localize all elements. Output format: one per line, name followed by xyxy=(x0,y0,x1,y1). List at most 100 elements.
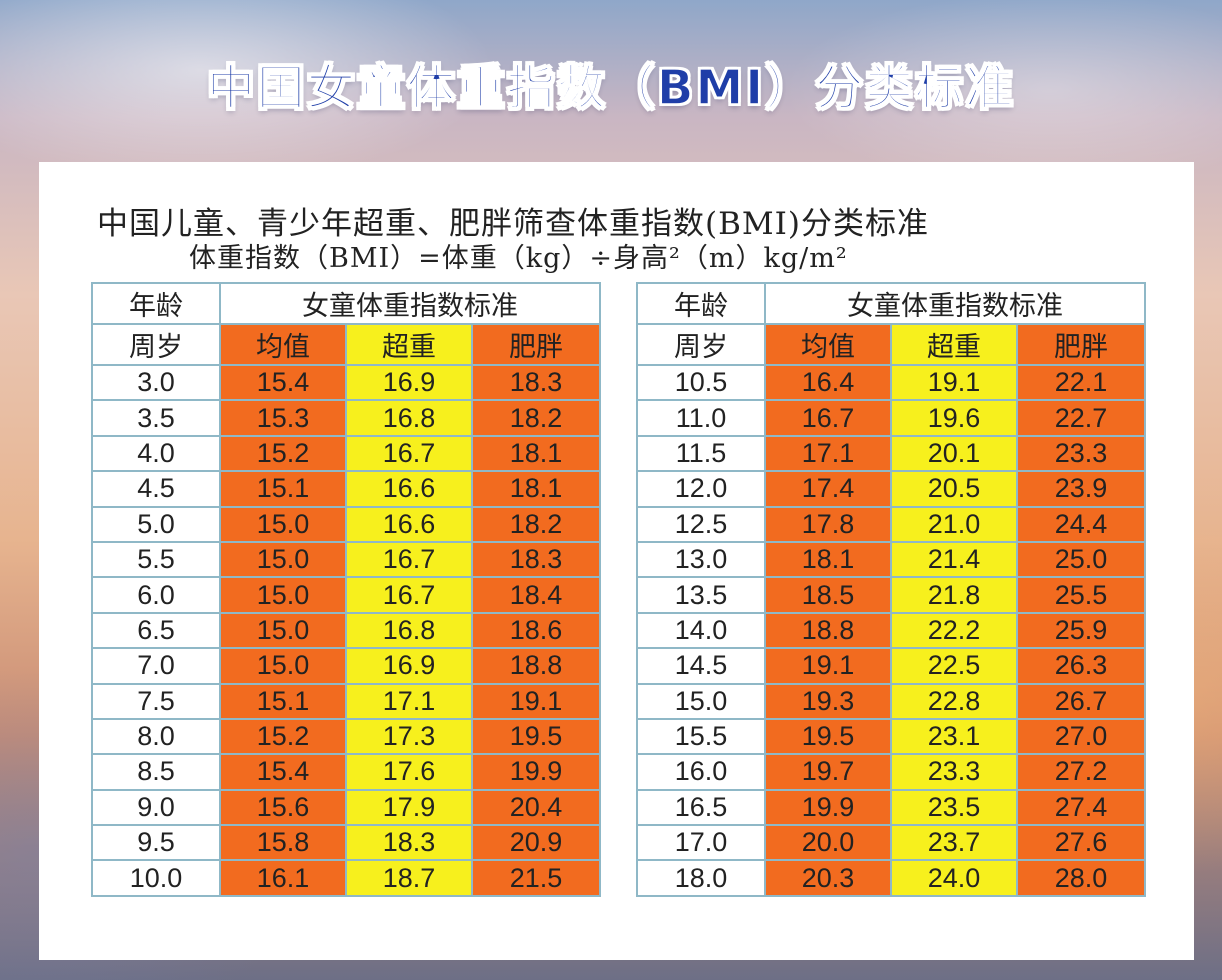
avg-cell: 19.7 xyxy=(764,753,892,791)
avg-cell: 15.4 xyxy=(219,363,347,402)
over-cell: 16.9 xyxy=(345,647,473,685)
age-cell: 11.0 xyxy=(636,399,766,437)
table-row: 11.0 16.7 19.6 22.7 xyxy=(636,399,1146,437)
table-row: 10.0 16.1 18.7 21.5 xyxy=(91,859,601,897)
obese-cell: 23.3 xyxy=(1016,434,1146,473)
obese-header: 肥胖 xyxy=(1016,323,1146,366)
obese-cell: 25.5 xyxy=(1016,576,1146,614)
obese-cell: 26.3 xyxy=(1016,647,1146,685)
obese-cell: 18.1 xyxy=(471,434,601,473)
over-cell: 20.1 xyxy=(890,434,1018,473)
avg-cell: 17.1 xyxy=(764,434,892,473)
table-row: 13.5 18.5 21.8 25.5 xyxy=(636,576,1146,614)
over-cell: 16.7 xyxy=(345,576,473,614)
table-row: 3.5 15.3 16.8 18.2 xyxy=(91,399,601,437)
avg-cell: 18.5 xyxy=(764,576,892,614)
standard-header: 女童体重指数标准 xyxy=(219,282,601,325)
over-cell: 22.2 xyxy=(890,611,1018,650)
over-header: 超重 xyxy=(345,323,473,366)
avg-cell: 16.7 xyxy=(764,399,892,437)
avg-cell: 19.9 xyxy=(764,788,892,827)
obese-cell: 23.9 xyxy=(1016,470,1146,508)
avg-cell: 18.1 xyxy=(764,540,892,579)
age-header: 年龄 xyxy=(636,282,766,325)
avg-cell: 15.6 xyxy=(219,788,347,827)
header-row-bottom: 周岁 均值 超重 肥胖 xyxy=(91,323,601,366)
table-row: 11.5 17.1 20.1 23.3 xyxy=(636,434,1146,473)
over-cell: 20.5 xyxy=(890,470,1018,508)
table-row: 14.5 19.1 22.5 26.3 xyxy=(636,647,1146,685)
bmi-table-left: 年龄 女童体重指数标准 周岁 均值 超重 肥胖 3.0 15.4 16.9 18.3 3… xyxy=(91,282,601,897)
table-row: 5.0 15.0 16.6 18.2 xyxy=(91,505,601,543)
over-cell: 23.3 xyxy=(890,753,1018,791)
obese-cell: 22.7 xyxy=(1016,399,1146,437)
over-cell: 16.9 xyxy=(345,363,473,402)
table-row: 12.0 17.4 20.5 23.9 xyxy=(636,470,1146,508)
document-card: 中国儿童、青少年超重、肥胖筛查体重指数(BMI)分类标准 体重指数（BMI）=体… xyxy=(39,162,1194,960)
table-row: 13.0 18.1 21.4 25.0 xyxy=(636,540,1146,579)
age-cell: 6.5 xyxy=(91,611,221,650)
avg-cell: 20.3 xyxy=(764,859,892,897)
age-cell: 6.0 xyxy=(91,576,221,614)
obese-cell: 19.1 xyxy=(471,682,601,720)
table-row: 9.5 15.8 18.3 20.9 xyxy=(91,824,601,862)
age-cell: 7.0 xyxy=(91,647,221,685)
age-cell: 10.5 xyxy=(636,363,766,402)
obese-cell: 25.0 xyxy=(1016,540,1146,579)
over-cell: 19.1 xyxy=(890,363,1018,402)
avg-cell: 15.3 xyxy=(219,399,347,437)
age-cell: 11.5 xyxy=(636,434,766,473)
age-cell: 4.0 xyxy=(91,434,221,473)
obese-cell: 18.3 xyxy=(471,540,601,579)
table-row: 4.0 15.2 16.7 18.1 xyxy=(91,434,601,473)
avg-cell: 15.8 xyxy=(219,824,347,862)
age-cell: 10.0 xyxy=(91,859,221,897)
avg-cell: 15.1 xyxy=(219,682,347,720)
age-cell: 16.0 xyxy=(636,753,766,791)
age-cell: 8.5 xyxy=(91,753,221,791)
obese-cell: 18.1 xyxy=(471,470,601,508)
obese-cell: 28.0 xyxy=(1016,859,1146,897)
obese-cell: 27.6 xyxy=(1016,824,1146,862)
table-row: 4.5 15.1 16.6 18.1 xyxy=(91,470,601,508)
avg-cell: 15.2 xyxy=(219,717,347,756)
over-cell: 16.7 xyxy=(345,434,473,473)
obese-cell: 20.9 xyxy=(471,824,601,862)
over-cell: 23.7 xyxy=(890,824,1018,862)
over-cell: 17.9 xyxy=(345,788,473,827)
over-cell: 21.0 xyxy=(890,505,1018,543)
avg-cell: 17.4 xyxy=(764,470,892,508)
header-row-bottom: 周岁 均值 超重 肥胖 xyxy=(636,323,1146,366)
over-cell: 22.5 xyxy=(890,647,1018,685)
over-cell: 16.8 xyxy=(345,611,473,650)
obese-cell: 18.2 xyxy=(471,399,601,437)
age-unit-header: 周岁 xyxy=(636,323,766,366)
bmi-formula: 体重指数（BMI）=体重（kg）÷身高²（m）kg/m² xyxy=(189,243,848,274)
table-row: 5.5 15.0 16.7 18.3 xyxy=(91,540,601,579)
avg-cell: 20.0 xyxy=(764,824,892,862)
avg-cell: 15.0 xyxy=(219,647,347,685)
table-row: 9.0 15.6 17.9 20.4 xyxy=(91,788,601,827)
age-cell: 4.5 xyxy=(91,470,221,508)
obese-cell: 18.2 xyxy=(471,505,601,543)
over-cell: 16.6 xyxy=(345,470,473,508)
over-cell: 17.3 xyxy=(345,717,473,756)
obese-cell: 21.5 xyxy=(471,859,601,897)
table-row: 17.0 20.0 23.7 27.6 xyxy=(636,824,1146,862)
over-cell: 18.7 xyxy=(345,859,473,897)
table-row: 7.0 15.0 16.9 18.8 xyxy=(91,647,601,685)
table-row: 10.5 16.4 19.1 22.1 xyxy=(636,363,1146,402)
table-row: 16.5 19.9 23.5 27.4 xyxy=(636,788,1146,827)
avg-cell: 19.5 xyxy=(764,717,892,756)
avg-cell: 15.0 xyxy=(219,540,347,579)
avg-cell: 19.1 xyxy=(764,647,892,685)
over-cell: 23.1 xyxy=(890,717,1018,756)
document-title: 中国儿童、青少年超重、肥胖筛查体重指数(BMI)分类标准 xyxy=(97,206,929,242)
obese-cell: 18.3 xyxy=(471,363,601,402)
age-cell: 3.5 xyxy=(91,399,221,437)
obese-cell: 18.4 xyxy=(471,576,601,614)
obese-cell: 26.7 xyxy=(1016,682,1146,720)
avg-cell: 15.4 xyxy=(219,753,347,791)
over-cell: 16.8 xyxy=(345,399,473,437)
table-row: 15.5 19.5 23.1 27.0 xyxy=(636,717,1146,756)
